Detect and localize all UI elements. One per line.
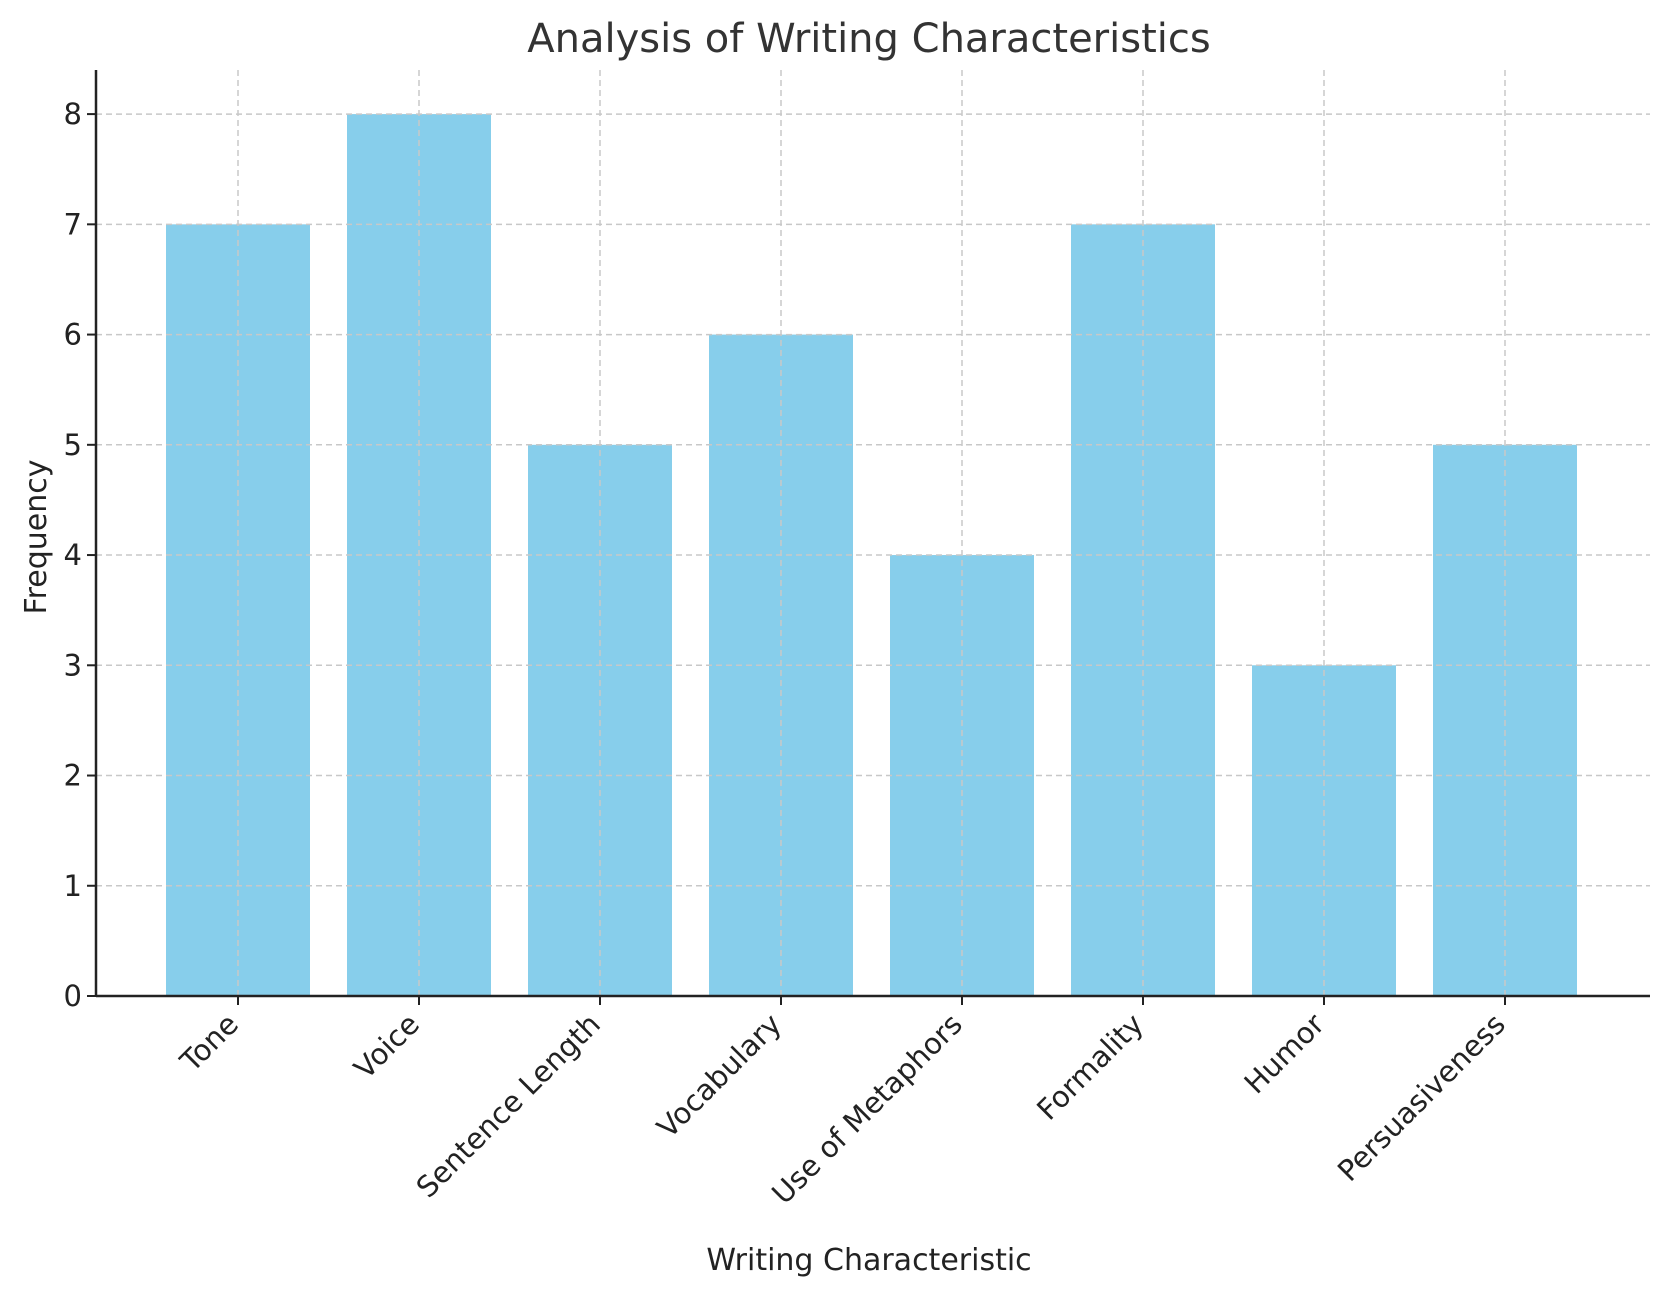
y-tick-label: 1 <box>64 869 82 903</box>
x-tick-label: Persuasiveness <box>1331 1007 1512 1188</box>
y-gridlines <box>96 113 1650 887</box>
y-axis-label: Frequency <box>19 460 54 615</box>
x-gridlines <box>237 70 1506 996</box>
x-tick-label: Use of Metaphors <box>765 1007 969 1211</box>
x-tick-label: Formality <box>1030 1007 1150 1127</box>
y-tick-label: 6 <box>64 318 82 352</box>
x-tick-label: Sentence Length <box>409 1007 606 1204</box>
x-tick-label: Voice <box>347 1007 426 1086</box>
x-tick-label: Vocabulary <box>650 1007 788 1145</box>
y-tick-label: 2 <box>64 759 82 793</box>
y-tick-label: 0 <box>64 979 82 1013</box>
x-axis-label: Writing Characteristic <box>706 1243 1031 1278</box>
y-tick-label: 8 <box>64 97 82 131</box>
y-axis-ticks: 0 1 2 3 4 5 6 7 8 <box>64 97 96 1013</box>
y-tick-label: 3 <box>64 648 82 682</box>
y-tick-label: 7 <box>64 207 82 241</box>
x-tick-label: Humor <box>1238 1007 1331 1100</box>
x-tick-label: Tone <box>173 1007 245 1079</box>
y-tick-label: 4 <box>64 538 82 572</box>
chart-title: Analysis of Writing Characteristics <box>527 16 1210 62</box>
y-tick-label: 5 <box>64 428 82 462</box>
